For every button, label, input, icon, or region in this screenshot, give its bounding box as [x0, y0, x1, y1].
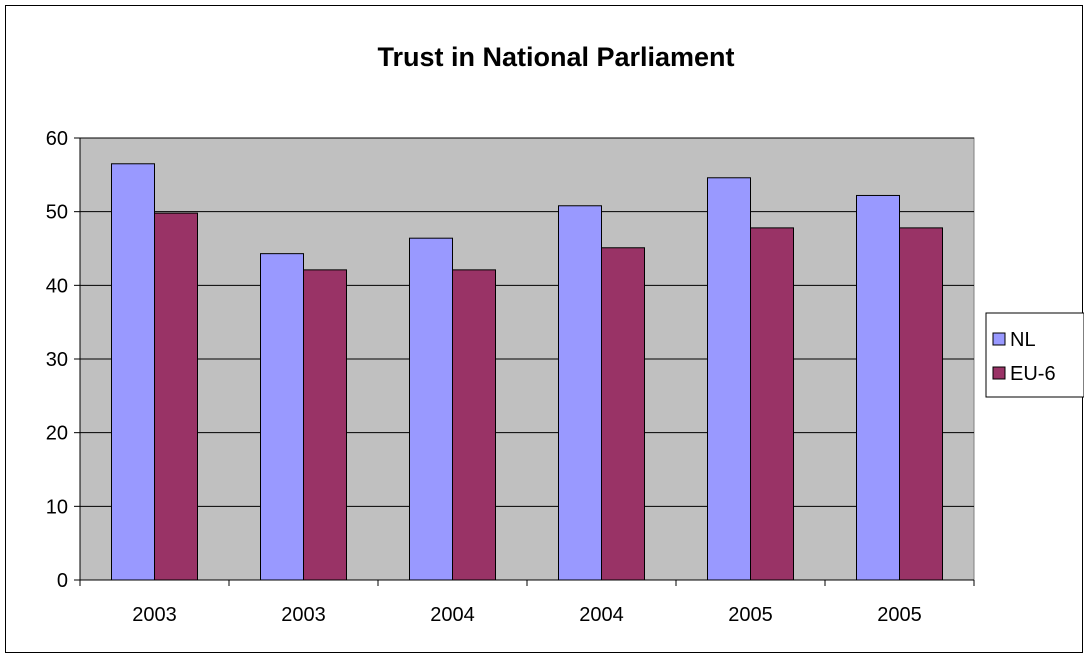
chart-title: Trust in National Parliament [377, 42, 734, 72]
bars [111, 163, 943, 581]
bar-eu-6-2 [452, 269, 496, 581]
x-tick-labels: 2003 2003 2004 2004 2005 2005 [132, 604, 922, 626]
bar-nl-1 [260, 253, 304, 581]
bar-chart: Trust in National Parliament 0 10 20 30 40 50… [46, 42, 1084, 626]
bar-eu-6-1 [303, 269, 347, 581]
x-tick-label: 2004 [579, 604, 624, 626]
axes [74, 137, 975, 586]
x-tick-label: 2005 [877, 604, 922, 626]
gridlines [80, 137, 974, 507]
bar-nl-3 [558, 205, 602, 581]
bar-eu-6-3 [601, 247, 645, 581]
legend-swatch-eu-6 [992, 366, 1006, 380]
bar-nl-2 [409, 237, 453, 581]
x-tick-label: 2003 [281, 604, 326, 626]
bar-eu-6-0 [154, 212, 198, 581]
bar-nl-0 [111, 163, 155, 581]
y-tick-label: 40 [46, 275, 68, 297]
bar-eu-6-5 [899, 227, 943, 581]
y-tick-label: 20 [46, 423, 68, 445]
chart-frame: Trust in National Parliament 0 10 20 30 40 50… [5, 5, 1084, 653]
y-tick-label: 60 [46, 128, 68, 150]
legend-swatch-nl [992, 332, 1006, 346]
x-tick-label: 2003 [132, 604, 177, 626]
y-tick-label: 10 [46, 496, 68, 518]
legend-label-eu-6: EU-6 [1010, 363, 1056, 385]
y-tick-label: 30 [46, 349, 68, 371]
x-tick-label: 2005 [728, 604, 773, 626]
legend: NL EU-6 [985, 312, 1084, 398]
legend-box [985, 312, 1084, 398]
y-tick-label: 0 [57, 570, 68, 592]
y-tick-label: 50 [46, 202, 68, 224]
y-tick-labels: 0 10 20 30 40 50 60 [46, 128, 68, 592]
bar-nl-4 [707, 177, 751, 581]
bar-nl-5 [856, 194, 900, 581]
bar-eu-6-4 [750, 227, 794, 581]
x-tick-label: 2004 [430, 604, 475, 626]
legend-label-nl: NL [1010, 329, 1036, 351]
